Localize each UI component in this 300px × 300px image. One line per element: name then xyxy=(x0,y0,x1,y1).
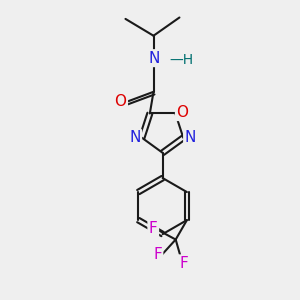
Text: N: N xyxy=(148,51,160,66)
Text: O: O xyxy=(115,94,127,109)
Text: F: F xyxy=(149,221,158,236)
Text: —H: —H xyxy=(169,52,193,67)
Text: N: N xyxy=(129,130,141,145)
Text: F: F xyxy=(153,248,162,262)
Text: N: N xyxy=(184,130,196,145)
Text: O: O xyxy=(176,105,188,120)
Text: F: F xyxy=(179,256,188,271)
